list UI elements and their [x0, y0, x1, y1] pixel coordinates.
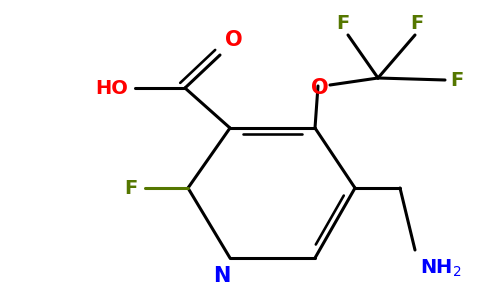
- Text: N: N: [213, 266, 231, 286]
- Text: O: O: [311, 78, 329, 98]
- Text: F: F: [410, 14, 424, 33]
- Text: HO: HO: [95, 79, 128, 98]
- Text: F: F: [125, 178, 138, 197]
- Text: O: O: [225, 30, 242, 50]
- Text: F: F: [336, 14, 349, 33]
- Text: NH$_2$: NH$_2$: [420, 258, 462, 279]
- Text: F: F: [450, 70, 463, 89]
